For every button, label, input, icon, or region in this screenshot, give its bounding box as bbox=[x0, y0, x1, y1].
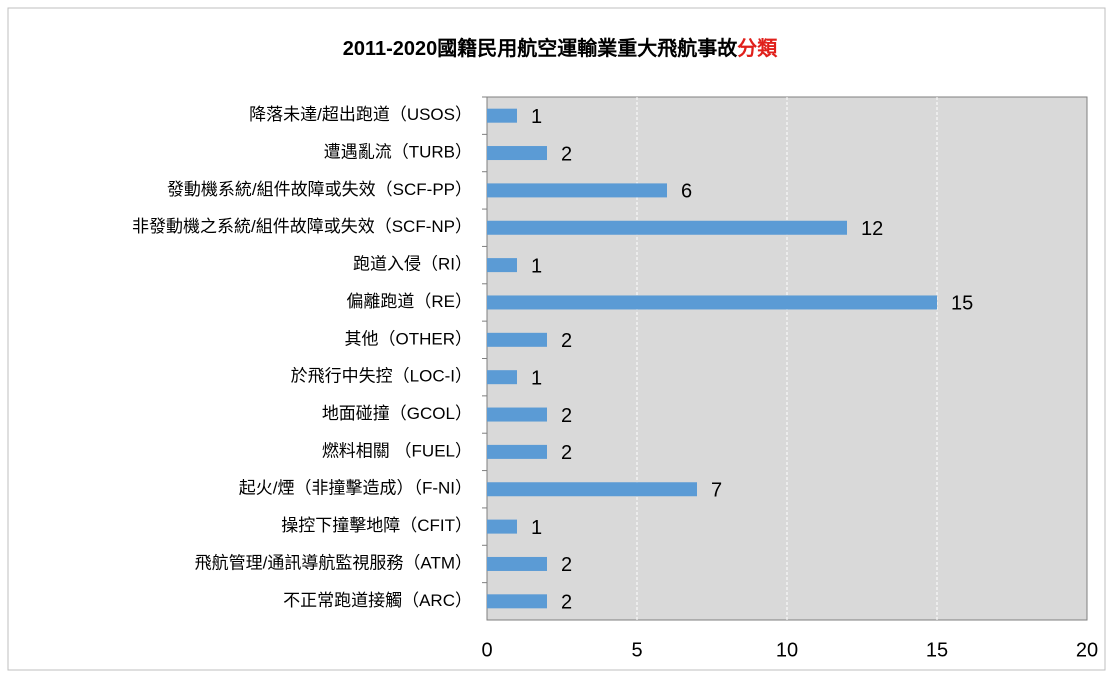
chart-title: 2011-2020國籍民用航空運輸業重大飛航事故分類 bbox=[343, 36, 779, 60]
bar bbox=[487, 220, 847, 235]
x-tick-label: 20 bbox=[1076, 639, 1098, 661]
y-tick-label: 其他（OTHER） bbox=[345, 329, 473, 348]
bar bbox=[487, 556, 547, 571]
data-label: 12 bbox=[861, 218, 883, 240]
data-label: 2 bbox=[561, 405, 572, 427]
x-tick-label: 15 bbox=[926, 639, 948, 661]
x-tick-label: 0 bbox=[481, 639, 492, 661]
bar bbox=[487, 183, 667, 198]
data-label: 2 bbox=[561, 442, 572, 464]
bar bbox=[487, 482, 697, 497]
data-label: 1 bbox=[531, 255, 542, 277]
y-tick-label: 於飛行中失控（LOC-I） bbox=[291, 367, 472, 386]
data-label: 2 bbox=[561, 143, 572, 165]
y-tick-label: 降落未達/超出跑道（USOS） bbox=[249, 105, 472, 124]
title-part: 2011-2020國籍民用航空運輸業重大飛航事故 bbox=[343, 36, 739, 60]
bar bbox=[487, 370, 517, 385]
y-tick-label: 起火/煙（非撞擊造成）（F-NI） bbox=[239, 479, 472, 498]
data-label: 1 bbox=[531, 367, 542, 389]
data-label: 6 bbox=[681, 181, 692, 203]
bar bbox=[487, 332, 547, 347]
bar bbox=[487, 258, 517, 273]
bar bbox=[487, 146, 547, 161]
data-label: 2 bbox=[561, 330, 572, 352]
y-tick-label: 地面碰撞（GCOL） bbox=[322, 404, 472, 423]
y-tick-label: 操控下撞擊地障（CFIT） bbox=[281, 516, 472, 535]
y-tick-label: 跑道入侵（RI） bbox=[353, 255, 472, 274]
data-label: 15 bbox=[951, 293, 973, 315]
bar bbox=[487, 108, 517, 123]
y-tick-label: 不正常跑道接觸（ARC） bbox=[283, 591, 472, 610]
bar bbox=[487, 519, 517, 534]
y-tick-label: 偏離跑道（RE） bbox=[346, 292, 472, 311]
bar bbox=[487, 295, 937, 310]
data-label: 2 bbox=[561, 592, 572, 614]
bar bbox=[487, 594, 547, 609]
y-tick-label: 發動機系統/組件故障或失效（SCF-PP） bbox=[167, 180, 472, 199]
x-tick-label: 10 bbox=[776, 639, 798, 661]
y-tick-label: 燃料相關 （FUEL） bbox=[322, 441, 472, 460]
bar bbox=[487, 444, 547, 459]
y-tick-label: 非發動機之系統/組件故障或失效（SCF-NP） bbox=[132, 217, 472, 236]
y-tick-label: 遭遇亂流（TURB） bbox=[324, 143, 472, 162]
bar bbox=[487, 407, 547, 422]
x-tick-label: 5 bbox=[631, 639, 642, 661]
data-label: 1 bbox=[531, 106, 542, 128]
title-part: 分類 bbox=[737, 37, 778, 60]
data-label: 2 bbox=[561, 554, 572, 576]
data-label: 7 bbox=[711, 480, 722, 502]
y-tick-label: 飛航管理/通訊導航監視服務（ATM） bbox=[195, 553, 472, 572]
data-label: 1 bbox=[531, 517, 542, 539]
